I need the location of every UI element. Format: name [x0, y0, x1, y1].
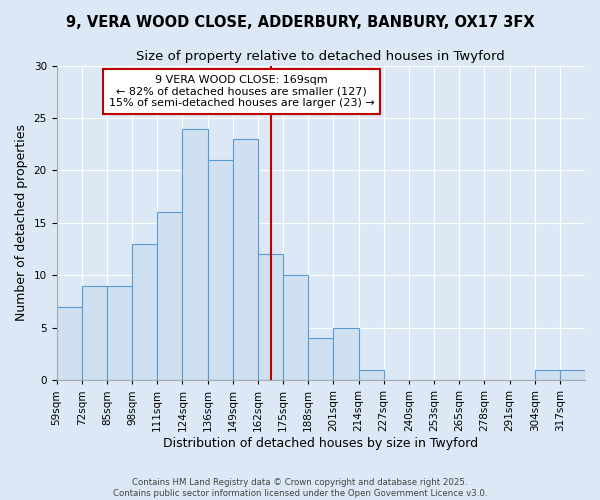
Bar — [359, 370, 383, 380]
Bar — [107, 286, 132, 380]
Bar — [258, 254, 283, 380]
Bar — [560, 370, 585, 380]
Bar — [157, 212, 182, 380]
Text: 9, VERA WOOD CLOSE, ADDERBURY, BANBURY, OX17 3FX: 9, VERA WOOD CLOSE, ADDERBURY, BANBURY, … — [65, 15, 535, 30]
Bar — [132, 244, 157, 380]
Bar — [208, 160, 233, 380]
Bar — [308, 338, 334, 380]
Bar — [56, 307, 82, 380]
Bar — [82, 286, 107, 380]
X-axis label: Distribution of detached houses by size in Twyford: Distribution of detached houses by size … — [163, 437, 478, 450]
Bar — [283, 276, 308, 380]
Bar — [233, 139, 258, 380]
Text: Contains HM Land Registry data © Crown copyright and database right 2025.
Contai: Contains HM Land Registry data © Crown c… — [113, 478, 487, 498]
Y-axis label: Number of detached properties: Number of detached properties — [15, 124, 28, 322]
Title: Size of property relative to detached houses in Twyford: Size of property relative to detached ho… — [136, 50, 505, 63]
Bar — [182, 128, 208, 380]
Bar — [334, 328, 359, 380]
Text: 9 VERA WOOD CLOSE: 169sqm
← 82% of detached houses are smaller (127)
15% of semi: 9 VERA WOOD CLOSE: 169sqm ← 82% of detac… — [109, 75, 374, 108]
Bar — [535, 370, 560, 380]
